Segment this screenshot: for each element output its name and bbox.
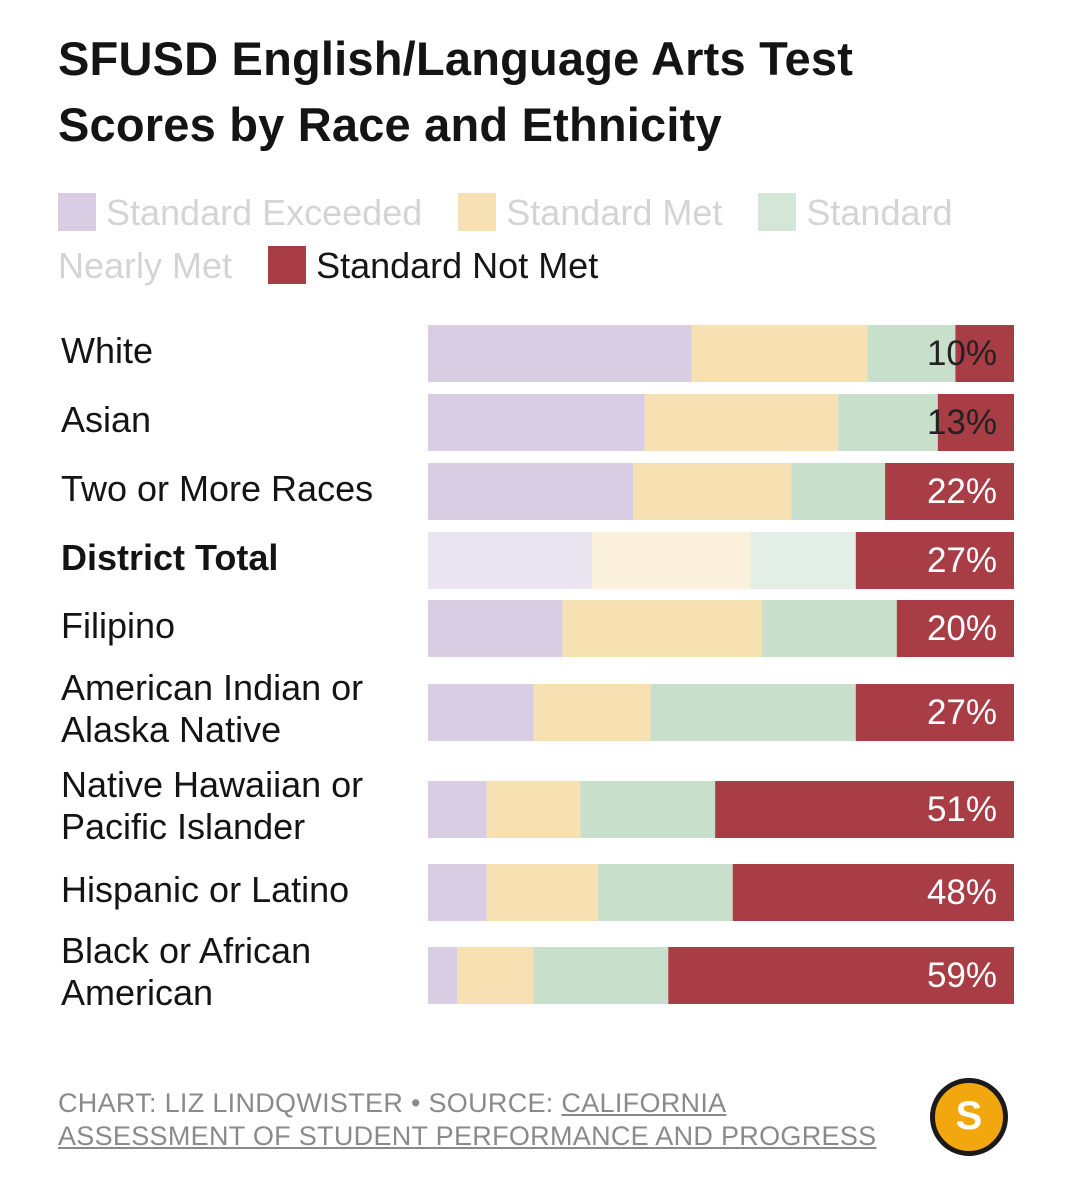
bar-row: District Total 27% xyxy=(61,532,1014,589)
bar-segment-exceeded[interactable] xyxy=(428,394,645,451)
legend-item-not-met[interactable]: Standard Not Met xyxy=(268,245,598,286)
category-label: District Total xyxy=(61,537,278,578)
chart-credit: CHART: LIZ LINDQWISTER • SOURCE: CALIFOR… xyxy=(58,1087,908,1153)
value-label: 27% xyxy=(927,541,997,580)
bar-segment-exceeded[interactable] xyxy=(428,864,487,921)
bar-segment-exceeded[interactable] xyxy=(428,325,692,382)
bar-segment-nearly-met[interactable] xyxy=(762,600,897,657)
bar-segment-nearly-met[interactable] xyxy=(650,684,856,741)
bar-segment-met[interactable] xyxy=(457,947,534,1004)
category-label: White xyxy=(61,330,153,371)
bar-segment-met[interactable] xyxy=(486,781,581,838)
category-label: Asian xyxy=(61,399,151,440)
legend-label-exceeded: Standard Exceeded xyxy=(106,192,423,233)
legend-label-met: Standard Met xyxy=(506,192,723,233)
bar-segment-not-met[interactable] xyxy=(885,463,1014,520)
bar-segment-not-met[interactable] xyxy=(715,781,1014,838)
bar-segment-nearly-met[interactable] xyxy=(791,463,886,520)
bar-segment-nearly-met[interactable] xyxy=(838,394,938,451)
bar-segment-not-met[interactable] xyxy=(855,532,1014,589)
category-label: Native Hawaiian or Pacific Islander xyxy=(61,764,363,847)
bar-segment-exceeded[interactable] xyxy=(428,684,534,741)
bar-segment-not-met[interactable] xyxy=(855,684,1014,741)
legend: Standard Exceeded Standard Met Standard … xyxy=(58,186,1028,292)
legend-swatch-exceeded xyxy=(58,193,96,231)
credit-prefix: CHART: LIZ LINDQWISTER • SOURCE: xyxy=(58,1088,562,1118)
value-label: 20% xyxy=(927,609,997,648)
category-label: Filipino xyxy=(61,605,175,646)
bar-segment-nearly-met[interactable] xyxy=(533,947,669,1004)
legend-swatch-not-met xyxy=(268,246,307,284)
bar-segment-exceeded[interactable] xyxy=(428,532,593,589)
bar-segment-exceeded[interactable] xyxy=(428,463,634,520)
bar-segment-exceeded[interactable] xyxy=(428,781,487,838)
bar-row: White 10% xyxy=(61,325,1014,382)
bar-segment-exceeded[interactable] xyxy=(428,600,563,657)
bar-row: Hispanic or Latino 48% xyxy=(61,864,1014,921)
stacked-bar-chart: White 10% Asian 13% Two or More Races 22% Dist… xyxy=(61,325,1014,1013)
chart-title: SFUSD English/Language Arts Test Scores … xyxy=(58,32,854,151)
category-label: Two or More Races xyxy=(61,468,373,509)
bar-row: Two or More Races 22% xyxy=(61,463,1014,520)
sfstandard-logo-icon[interactable]: S xyxy=(930,1078,1008,1156)
legend-item-met[interactable]: Standard Met xyxy=(458,192,758,233)
value-label: 10% xyxy=(927,334,997,373)
bar-row: Asian 13% xyxy=(61,394,1014,451)
legend-swatch-nearly-met xyxy=(758,193,797,231)
bar-segment-not-met[interactable] xyxy=(937,394,1014,451)
bar-segment-met[interactable] xyxy=(562,600,763,657)
bar-segment-met[interactable] xyxy=(633,463,792,520)
bar-segment-met[interactable] xyxy=(644,394,839,451)
bar-row: American Indian or Alaska Native 27% xyxy=(61,667,1014,750)
value-label: 27% xyxy=(927,693,997,732)
legend-item-nearly-met[interactable]: Standard Nearly Met xyxy=(58,192,953,286)
bar-segment-met[interactable] xyxy=(592,532,751,589)
source-link[interactable]: CALIFORNIA ASSESSMENT OF STUDENT PERFORM… xyxy=(58,1088,877,1151)
bar-segment-exceeded[interactable] xyxy=(428,947,458,1004)
bar-segment-nearly-met[interactable] xyxy=(867,325,956,382)
bar-row: Black or African American 59% xyxy=(61,930,1014,1013)
bar-segment-met[interactable] xyxy=(486,864,598,921)
category-label: American Indian or Alaska Native xyxy=(61,667,363,750)
bar-row: Native Hawaiian or Pacific Islander 51% xyxy=(61,764,1014,847)
legend-item-exceeded[interactable]: Standard Exceeded xyxy=(58,192,458,233)
bar-segment-not-met[interactable] xyxy=(955,325,1014,382)
bar-row: Filipino 20% xyxy=(61,600,1014,657)
bar-segment-not-met[interactable] xyxy=(732,864,1014,921)
value-label: 59% xyxy=(927,956,997,995)
bar-segment-not-met[interactable] xyxy=(668,947,1014,1004)
bar-segment-nearly-met[interactable] xyxy=(580,781,716,838)
value-label: 22% xyxy=(927,472,997,511)
category-label: Hispanic or Latino xyxy=(61,869,349,910)
legend-label-not-met: Standard Not Met xyxy=(316,245,599,286)
bar-segment-met[interactable] xyxy=(533,684,651,741)
bar-segment-nearly-met[interactable] xyxy=(750,532,856,589)
legend-label-nearly-met: Standard Nearly Met xyxy=(58,192,953,286)
category-label: Black or African American xyxy=(61,930,311,1013)
legend-swatch-met xyxy=(458,193,497,231)
bar-segment-nearly-met[interactable] xyxy=(597,864,733,921)
value-label: 48% xyxy=(927,873,997,912)
bar-segment-not-met[interactable] xyxy=(896,600,1014,657)
bar-segment-met[interactable] xyxy=(691,325,868,382)
value-label: 51% xyxy=(927,790,997,829)
value-label: 13% xyxy=(927,403,997,442)
